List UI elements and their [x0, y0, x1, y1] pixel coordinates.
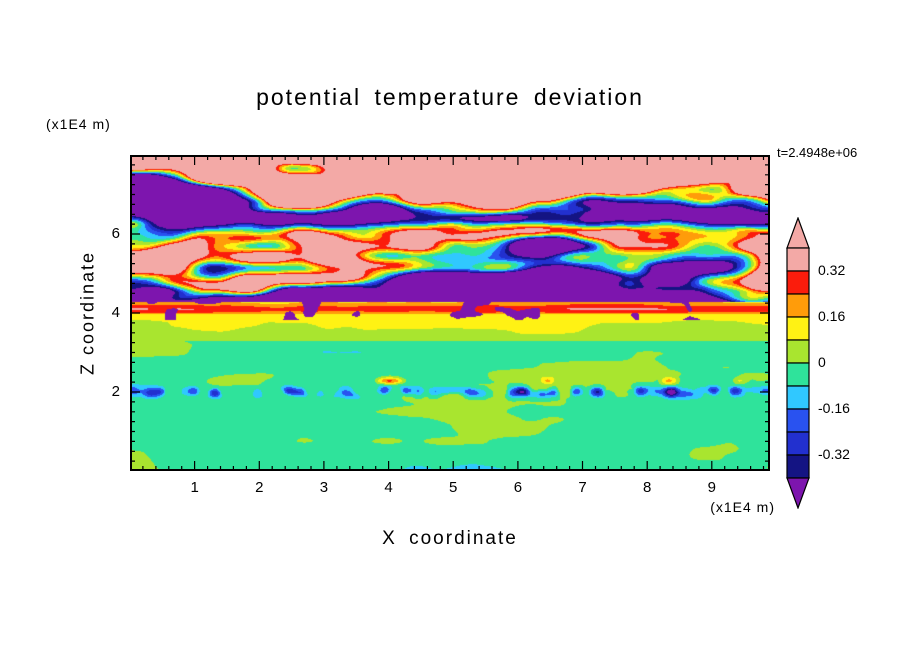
x-tick-label: 5: [449, 479, 458, 496]
x-tick-label: 6: [513, 479, 523, 496]
plot-area: [130, 155, 770, 471]
x-tick-label: 8: [642, 479, 652, 496]
x-axis-unit-label: (x1E4 m): [710, 499, 775, 515]
x-tick-label: 1: [190, 479, 199, 496]
colorbar-tick-label: 0.32: [818, 262, 846, 278]
x-tick-label: 7: [578, 479, 587, 496]
colorbar-tick-label: 0.16: [818, 308, 846, 324]
colorbar-tick-label: -0.32: [818, 446, 850, 462]
z-axis-unit-label: (x1E4 m): [46, 116, 111, 132]
x-tick-label: 3: [319, 479, 329, 496]
contour-field: [130, 155, 770, 471]
colorbar-tick-label: -0.16: [818, 400, 850, 416]
y-tick-label: 6: [111, 225, 120, 242]
x-tick-label: 4: [384, 479, 393, 496]
y-tick-label: 2: [111, 383, 120, 400]
time-annotation: t=2.4948e+06: [777, 145, 858, 160]
colorbar: [786, 217, 810, 509]
plot-title: potential temperature deviation: [256, 84, 644, 110]
colorbar-tick-label: 0: [818, 354, 826, 370]
x-tick-label: 2: [255, 479, 264, 496]
y-tick-label: 4: [111, 304, 120, 321]
x-tick-label: 9: [707, 479, 716, 496]
plot-frame-and-ticks: [130, 155, 770, 471]
x-axis-title: X coordinate: [382, 528, 518, 549]
